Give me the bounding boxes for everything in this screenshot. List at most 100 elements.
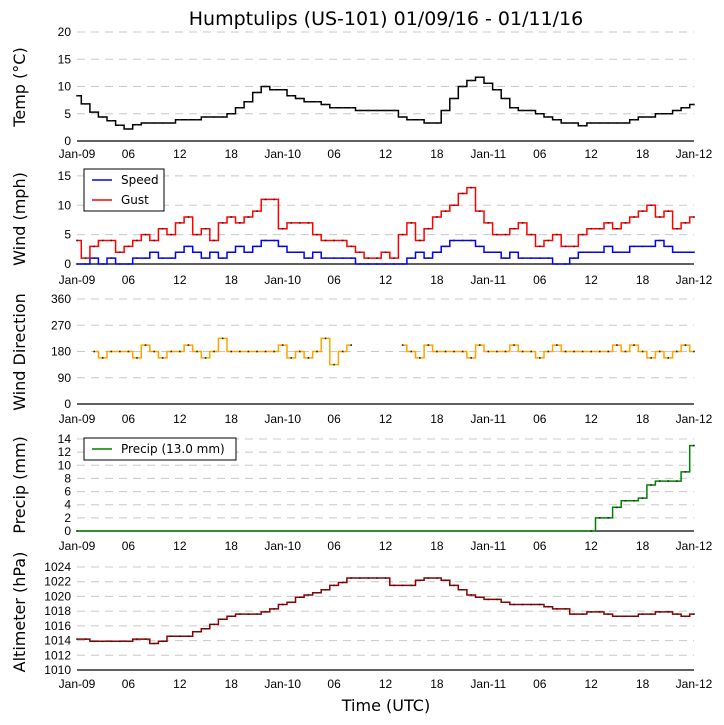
altimeter-y-tick-label: 1010	[44, 663, 71, 677]
temp-x-tick-label: Jan-12	[676, 147, 713, 161]
wind-direction-data-point	[307, 357, 310, 359]
wind-x-tick-label: 06	[122, 273, 136, 287]
altimeter-data-point	[633, 615, 635, 618]
wind-data-point	[444, 210, 447, 212]
altimeter-x-tick-label: 06	[327, 677, 341, 691]
temp-data-point	[127, 128, 130, 130]
wind-direction-data-point	[521, 350, 524, 353]
wind-y-axis-label: Wind (mph)	[10, 172, 29, 266]
wind-x-tick-label: Jan-12	[676, 273, 713, 287]
wind-data-point	[693, 216, 695, 218]
altimeter-data-point	[76, 638, 78, 640]
wind-direction-data-point	[144, 344, 147, 346]
wind-data-point	[478, 210, 481, 212]
wind-data-point	[153, 251, 155, 254]
wind-data-point	[496, 251, 498, 254]
precip-data-point	[616, 506, 618, 509]
altimeter-data-point	[341, 581, 344, 584]
wind-data-point	[213, 239, 215, 242]
wind-direction-data-point	[119, 350, 121, 353]
wind-direction-x-tick-label: Jan-09	[59, 412, 96, 426]
wind-x-tick-label: 18	[430, 273, 444, 287]
wind-data-point	[676, 227, 678, 230]
altimeter-data-point	[393, 584, 395, 587]
wind-data-point	[693, 251, 695, 254]
wind-data-point	[350, 245, 353, 248]
altimeter-data-point	[470, 594, 472, 596]
altimeter-data-point	[221, 618, 224, 621]
altimeter-data-point	[556, 608, 558, 610]
wind-data-point	[324, 257, 327, 259]
wind-data-point	[307, 257, 310, 259]
temp-data-point	[556, 118, 558, 121]
altimeter-y-axis-label: Altimeter (hPa)	[10, 552, 29, 673]
temp-data-point	[307, 100, 310, 103]
wind-data-point	[230, 251, 233, 254]
altimeter-x-tick-label: Jan-10	[264, 677, 301, 691]
wind-data-point	[453, 239, 455, 242]
wind-direction-data-point	[127, 350, 130, 353]
wind-direction-data-point	[110, 350, 113, 353]
temp-data-point	[230, 112, 233, 115]
precip-x-tick-label: 18	[225, 539, 239, 553]
temp-data-point	[136, 123, 138, 126]
wind-data-point	[453, 204, 455, 207]
wind-data-point	[84, 263, 87, 265]
wind-direction-data-point	[641, 350, 644, 353]
wind-data-point	[590, 227, 592, 230]
altimeter-data-point	[93, 640, 95, 643]
temp-data-point	[538, 112, 541, 115]
temp-data-point	[273, 88, 275, 91]
wind-data-point	[119, 251, 121, 254]
altimeter-y-tick-label: 1014	[44, 634, 71, 648]
temp-data-point	[119, 124, 121, 126]
altimeter-data-point	[239, 613, 241, 615]
temp-panel: 0 5 10 15 20 Jan-09 06 12 18 Jan-10 06 12 18 Jan-11 06…	[10, 25, 713, 161]
wind-x-tick-label: 12	[379, 273, 393, 287]
wind-data-point	[264, 239, 267, 242]
temp-data-point	[598, 122, 601, 124]
wind-direction-y-tick-label: 0	[64, 397, 71, 411]
wind-data-point	[196, 251, 198, 254]
precip-legend-box	[83, 437, 237, 461]
wind-direction-data-point	[564, 350, 567, 353]
wind-data-point	[676, 251, 678, 254]
wind-direction-data-point	[427, 344, 430, 346]
altimeter-x-tick-label: Jan-12	[676, 677, 713, 691]
precip-data-point	[693, 444, 695, 447]
wind-data-point	[564, 245, 567, 248]
wind-direction-data-point	[556, 344, 558, 346]
temp-data-point	[564, 122, 567, 124]
wind-data-point	[204, 227, 207, 230]
wind-direction-data-point	[179, 350, 181, 353]
wind-direction-data-point	[230, 350, 233, 353]
wind-direction-data-point	[513, 344, 515, 346]
wind-direction-data-point	[350, 344, 353, 346]
wind-y-tick-label: 0	[64, 257, 71, 271]
precip-x-tick-label: 06	[122, 539, 136, 553]
wind-direction-data-point	[93, 350, 95, 353]
wind-data-point	[367, 257, 370, 259]
wind-y-tick-label: 10	[58, 198, 72, 212]
wind-direction-data-point	[624, 350, 627, 353]
wind-direction-data-point	[436, 350, 438, 353]
wind-direction-data-point	[658, 350, 661, 353]
wind-data-point	[136, 239, 138, 242]
wind-data-point	[256, 210, 258, 212]
altimeter-data-point	[521, 603, 524, 606]
wind-data-point	[350, 257, 353, 259]
altimeter-data-point	[84, 638, 87, 640]
wind-data-point	[427, 227, 430, 230]
wind-direction-data-point	[461, 350, 464, 353]
altimeter-data-point	[590, 611, 592, 613]
wind-data-point	[573, 245, 575, 248]
precip-data-point	[667, 480, 670, 482]
temp-data-point	[444, 109, 447, 112]
temp-data-point	[93, 111, 95, 113]
temp-data-point	[547, 116, 550, 118]
precip-x-tick-label: 06	[327, 539, 341, 553]
wind-data-point	[213, 251, 215, 254]
precip-y-tick-label: 4	[64, 498, 71, 512]
wind-data-point	[221, 257, 224, 259]
altimeter-data-point	[204, 628, 207, 630]
